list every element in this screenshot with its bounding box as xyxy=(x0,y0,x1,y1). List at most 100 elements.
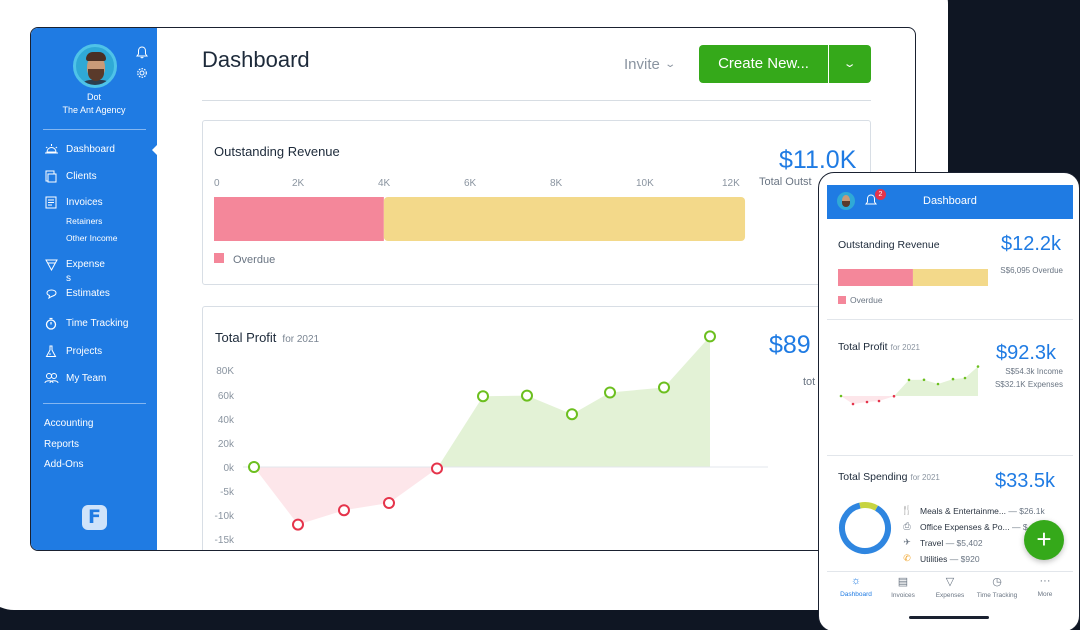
axis-tick-label: 60k xyxy=(218,391,235,402)
tab-expenses[interactable]: ▽ Expenses xyxy=(924,575,976,599)
data-point xyxy=(976,365,980,368)
donut-slice xyxy=(839,502,891,554)
tab-label: Invoices xyxy=(891,592,915,599)
outstanding-revenue-chart xyxy=(214,197,746,241)
create-new-button[interactable]: Create New... xyxy=(699,45,828,83)
tab-invoices[interactable]: ▤ Invoices xyxy=(877,575,929,599)
bar-current xyxy=(383,197,746,241)
cutlery-icon: 🍴 xyxy=(901,505,913,515)
sidebar-item-retainers[interactable]: Retainers xyxy=(66,216,103,226)
phone-divider xyxy=(827,319,1073,320)
profit-amount: $89 xyxy=(769,331,811,359)
tab-dashboard[interactable]: ☼ Dashboard xyxy=(830,575,882,598)
sidebar-item-estimates[interactable]: Estimates xyxy=(43,286,110,300)
user-agency: The Ant Agency xyxy=(62,105,126,115)
sidebar-divider xyxy=(43,129,146,130)
create-new-dropdown-button[interactable]: ⌄ xyxy=(829,45,871,83)
sidebar-item-dashboard[interactable]: Dashboard xyxy=(43,142,115,156)
data-point xyxy=(292,518,304,531)
plane-icon: ✈ xyxy=(903,537,911,547)
spending-row-travel[interactable]: ✈ Travel — $5,402 xyxy=(901,537,982,548)
sidebar-item-add-ons[interactable]: Add-Ons xyxy=(44,459,84,470)
invoice-icon xyxy=(43,195,59,209)
negative-area xyxy=(254,467,437,525)
chevron-down-icon: ⌄ xyxy=(843,58,857,70)
total-profit-card[interactable]: Total Profit for 2021 $89 tot 80K 60k 40k 20… xyxy=(202,306,871,550)
sidebar-item-projects[interactable]: Projects xyxy=(43,344,102,358)
profit-caption: tot xyxy=(803,376,816,388)
data-point xyxy=(865,400,869,404)
phone-spending-label: Total Spending xyxy=(838,471,908,483)
outstanding-revenue-card[interactable]: Outstanding Revenue $11.0K Total Outst 0… xyxy=(202,120,871,285)
data-point xyxy=(248,461,260,473)
axis-tick-label: -5k xyxy=(220,487,235,498)
card-title: Total Profit for 2021 xyxy=(215,330,319,345)
card-title: Outstanding Revenue xyxy=(214,144,340,159)
data-point xyxy=(936,382,940,386)
sidebar-item-clients[interactable]: Clients xyxy=(43,169,97,183)
expense-icon: ▽ xyxy=(945,576,955,588)
sun-icon xyxy=(43,142,59,156)
page-title: Dashboard xyxy=(202,47,310,72)
axis-tick-label: 2K xyxy=(292,178,305,189)
sidebar-item-expenses[interactable]: Expense s xyxy=(43,258,105,286)
phone-income-caption: S$54.3k Income xyxy=(1005,367,1063,376)
sidebar: Dot The Ant Agency Dashboard Clients Inv… xyxy=(31,28,157,550)
axis-tick-label: 80K xyxy=(216,366,234,377)
data-point xyxy=(566,408,578,421)
sidebar-item-accounting[interactable]: Accounting xyxy=(44,418,94,429)
tab-label: Time Tracking xyxy=(976,592,1018,599)
avatar[interactable] xyxy=(73,44,117,88)
bar-current xyxy=(912,269,988,286)
bar-overdue xyxy=(214,197,384,241)
phone-outstanding-title: Outstanding Revenue xyxy=(838,239,940,251)
sidebar-item-my-team[interactable]: My Team xyxy=(43,371,106,385)
spending-row-office[interactable]: ⎙ Office Expenses & Po... — $ xyxy=(901,521,1028,532)
sidebar-item-label: Expense s xyxy=(66,259,105,284)
phone-expenses-caption: S$32.1K Expenses xyxy=(994,380,1063,389)
phone-overdue-caption: S$6,095 Overdue xyxy=(1000,266,1063,275)
tab-more[interactable]: ··· More xyxy=(1019,575,1071,598)
axis-tick-label: 0 xyxy=(214,178,220,189)
tab-time-tracking[interactable]: ◷ Time Tracking xyxy=(971,575,1023,599)
tab-label: Dashboard xyxy=(840,591,872,598)
sun-icon: ☼ xyxy=(850,575,862,587)
data-point xyxy=(892,394,896,398)
phone-overdue-legend: Overdue xyxy=(850,295,883,305)
clients-icon xyxy=(43,169,59,183)
data-point xyxy=(431,462,443,475)
bell-icon[interactable] xyxy=(865,194,879,208)
avatar[interactable] xyxy=(837,192,855,210)
phone-spending-title: Total Spending for 2021 xyxy=(838,471,940,483)
sidebar-item-time-tracking[interactable]: Time Tracking xyxy=(43,316,128,330)
sidebar-item-label: Time Tracking xyxy=(66,317,129,329)
total-profit-chart: 80K 60k 40k 20k 0k -5k -10k -15k xyxy=(215,330,768,546)
sidebar-item-reports[interactable]: Reports xyxy=(44,439,80,450)
sidebar-item-label: Invoices xyxy=(66,196,103,208)
bell-icon[interactable] xyxy=(135,46,149,60)
spending-row-utilities[interactable]: ✆ Utilities — $920 xyxy=(901,553,980,564)
sidebar-item-other-income[interactable]: Other Income xyxy=(66,233,118,243)
axis-tick-label: -10k xyxy=(215,511,235,522)
phone-spending-chart xyxy=(839,502,891,554)
tab-label: More xyxy=(1037,591,1053,598)
spending-label: Travel xyxy=(920,537,944,548)
sidebar-item-label: Estimates xyxy=(66,287,110,299)
main-content: Dashboard Invite ⌄ Create New... ⌄ Outst… xyxy=(157,28,915,550)
donut-slice xyxy=(839,502,891,554)
gear-icon[interactable] xyxy=(135,67,149,81)
spending-value: — $920 xyxy=(949,553,980,564)
phone-spending-subtitle: for 2021 xyxy=(910,473,940,482)
positive-area xyxy=(437,336,710,469)
phone-profit-label: Total Profit xyxy=(838,341,888,353)
axis-tick-label: 12K xyxy=(722,178,740,189)
data-point xyxy=(922,378,926,382)
spending-value: — $ xyxy=(1012,521,1028,532)
add-button[interactable]: + xyxy=(1024,520,1064,560)
phone-tabbar-divider xyxy=(827,571,1073,572)
invoice-icon: ▤ xyxy=(897,576,909,588)
spending-row-meals[interactable]: 🍴 Meals & Entertainme... — $26.1k xyxy=(901,505,1044,516)
sidebar-item-invoices[interactable]: Invoices xyxy=(43,195,103,209)
data-point xyxy=(907,378,911,382)
invite-dropdown[interactable]: Invite ⌄ xyxy=(624,56,676,73)
